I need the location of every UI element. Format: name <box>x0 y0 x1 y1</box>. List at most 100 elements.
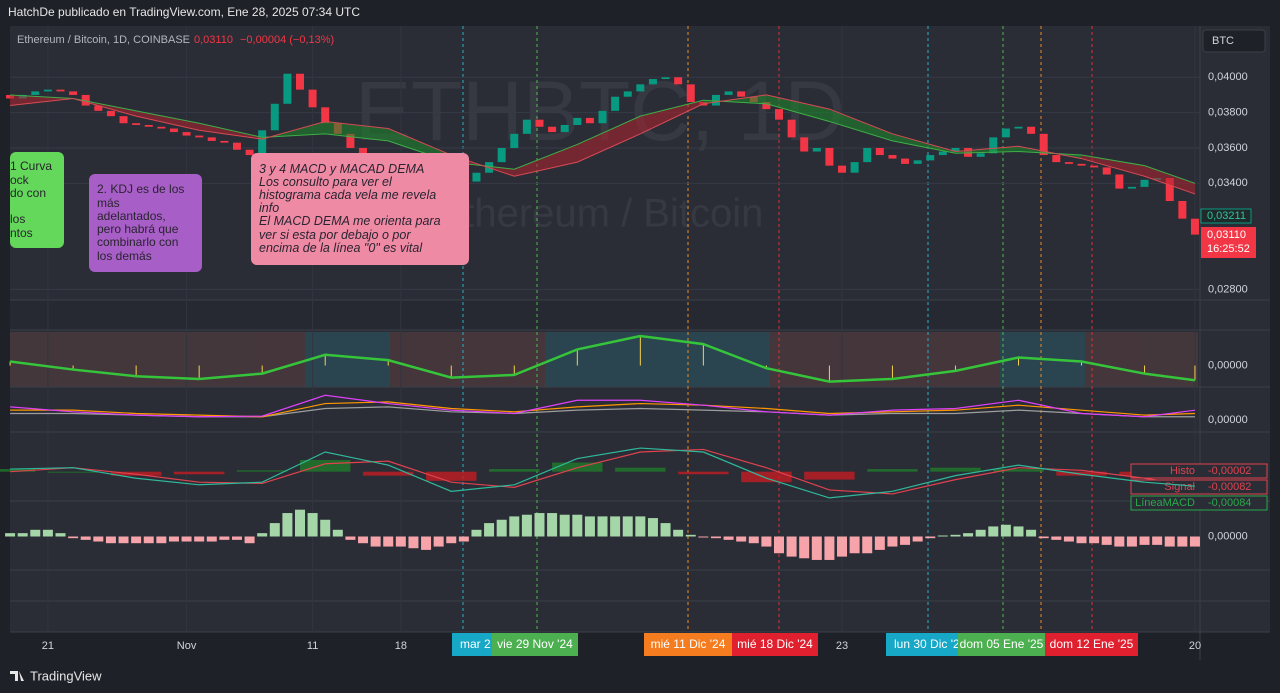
y-tick-label: 0,04000 <box>1208 71 1248 83</box>
bar <box>799 536 810 559</box>
bar <box>408 536 419 549</box>
bar <box>937 535 948 537</box>
bar <box>660 523 671 537</box>
histo-bar <box>993 469 1044 472</box>
bar <box>1026 529 1037 537</box>
histo-bar <box>47 471 99 473</box>
bar <box>105 536 116 544</box>
legend-symbol: Ethereum / Bitcoin, 1D, COINBASE <box>17 34 190 46</box>
ma-price-box <box>1200 208 1252 224</box>
candle <box>346 133 355 148</box>
countdown: 16:25:52 <box>1207 243 1250 255</box>
note-line: histograma cada vela me revela <box>259 188 437 202</box>
legend-value: -0,00084 <box>1208 497 1251 509</box>
candle <box>169 128 178 133</box>
note-pink: 3 y 4 MACD y MACAD DEMA Los consulto par… <box>251 153 469 265</box>
ribbon-fill <box>766 94 830 122</box>
bar <box>496 519 507 537</box>
bar <box>1000 524 1011 537</box>
date-label: mar 2 <box>452 633 498 656</box>
bar <box>55 533 66 537</box>
candle <box>938 151 947 156</box>
candle <box>573 117 582 125</box>
bar <box>862 536 873 554</box>
candle <box>157 126 166 129</box>
note-line: encima de la línea "0" es vital <box>259 241 423 255</box>
note-line: combinarlo con <box>97 235 179 249</box>
candle <box>951 147 960 152</box>
candle <box>800 137 809 152</box>
legend-box <box>1130 495 1268 511</box>
bar <box>685 534 696 537</box>
candle <box>296 73 304 90</box>
bar <box>269 523 280 537</box>
x-tick-label: Nov <box>177 640 197 652</box>
currency-button[interactable] <box>1202 29 1266 53</box>
bar <box>332 529 343 537</box>
series-line <box>10 394 1196 418</box>
bar <box>1177 536 1188 547</box>
candle <box>270 103 279 131</box>
date-label: dom 12 Ene '25 <box>1045 633 1138 656</box>
bar <box>1139 536 1150 545</box>
bar <box>521 514 532 537</box>
bar <box>1189 536 1200 547</box>
ribbon-fill <box>829 109 893 141</box>
candle <box>1052 155 1061 163</box>
note-line: los demás <box>97 249 152 263</box>
x-tick-label: 23 <box>836 640 848 652</box>
candle <box>825 147 834 166</box>
bar <box>849 536 860 554</box>
bar <box>30 529 41 537</box>
bar <box>471 529 482 537</box>
candle <box>711 94 720 106</box>
candle <box>548 126 557 133</box>
bar <box>42 529 53 537</box>
note-line: ntos <box>10 226 33 240</box>
note-line: do con <box>10 186 47 200</box>
candle <box>182 132 191 136</box>
note-line: 1 Curva <box>10 159 53 173</box>
x-tick-label: 18 <box>395 640 407 652</box>
candle <box>926 155 935 161</box>
series-line <box>10 401 1195 418</box>
candle <box>207 137 216 141</box>
candle <box>245 149 254 156</box>
candle <box>787 119 796 138</box>
candle <box>81 94 90 106</box>
candle <box>31 91 40 95</box>
candle <box>901 158 910 164</box>
histo-bar <box>741 471 792 483</box>
bar <box>370 536 381 547</box>
ribbon-fill <box>10 94 74 106</box>
bar <box>963 533 974 537</box>
bar <box>622 516 633 537</box>
date-label: mié 11 Dic '24 <box>644 633 732 656</box>
bar <box>925 536 936 539</box>
candle <box>94 105 103 111</box>
bar <box>1114 536 1125 547</box>
candle <box>1077 163 1086 166</box>
bar <box>597 516 608 537</box>
x-tick-label: 21 <box>42 640 54 652</box>
candle <box>1064 162 1073 164</box>
currency-label[interactable]: BTC <box>1212 35 1234 47</box>
bar <box>1013 526 1024 537</box>
bar <box>584 516 595 537</box>
candle <box>1014 126 1023 129</box>
note-line: ver si esta por debajo o por <box>259 228 411 242</box>
histo-bar <box>173 471 225 475</box>
bar <box>244 536 255 544</box>
legend-box <box>1130 463 1268 479</box>
candle <box>636 84 645 92</box>
bar <box>446 536 457 544</box>
legend-name: Signal <box>1164 481 1195 493</box>
x-tick-label: 11 <box>307 640 318 652</box>
candle <box>258 130 267 156</box>
bar <box>710 536 721 539</box>
bar <box>988 526 999 537</box>
candle <box>56 89 65 92</box>
bar <box>194 536 205 542</box>
note-line: 2. KDJ es de los <box>97 182 185 196</box>
